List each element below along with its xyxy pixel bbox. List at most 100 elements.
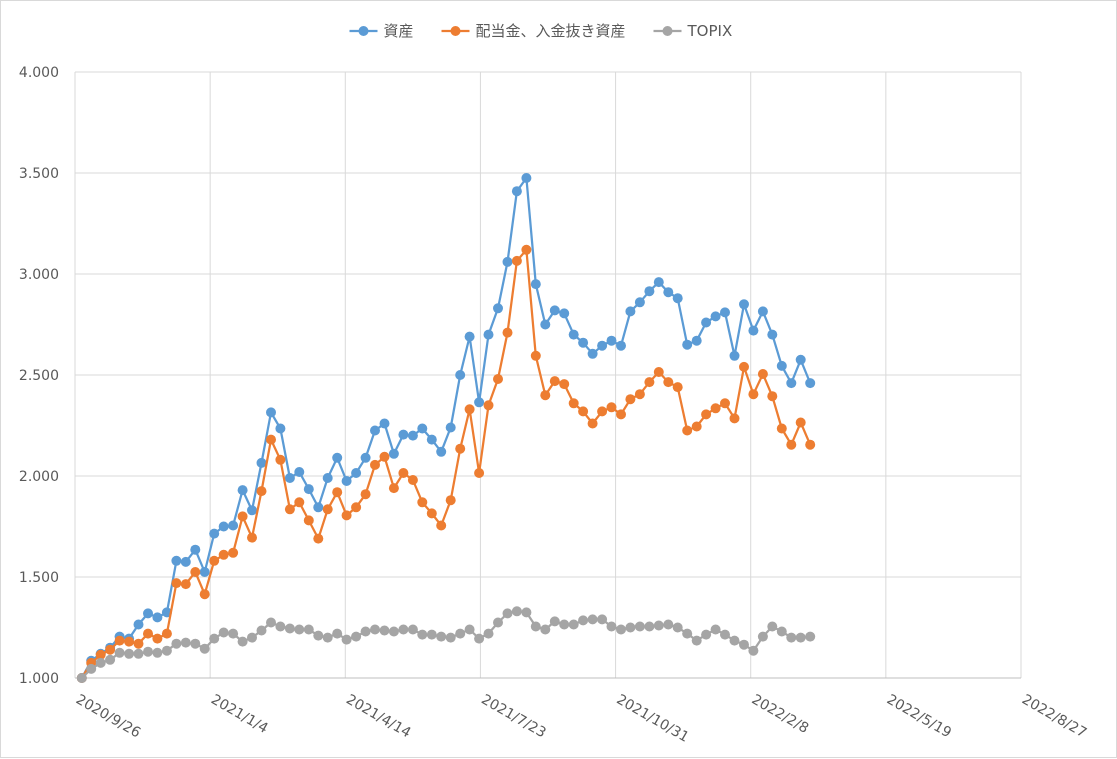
data-point (568, 329, 579, 340)
data-point (218, 549, 229, 560)
data-point (805, 378, 816, 389)
data-point (682, 425, 693, 436)
data-point (152, 647, 163, 658)
x-tick-label: 2021/7/23 (478, 692, 548, 742)
data-point (436, 631, 447, 642)
data-point (398, 624, 409, 635)
data-point (464, 331, 475, 342)
data-point (266, 617, 276, 628)
data-point (341, 634, 352, 645)
data-point (294, 467, 305, 477)
data-point (568, 398, 579, 409)
data-point (124, 636, 135, 647)
data-point (606, 621, 617, 632)
data-point (398, 429, 409, 440)
data-point (417, 629, 428, 640)
data-point (474, 397, 485, 408)
data-point (663, 287, 674, 298)
data-point (237, 485, 248, 496)
data-point (521, 244, 532, 255)
data-point (417, 497, 428, 508)
data-point (143, 646, 153, 657)
data-point (521, 173, 532, 183)
data-point (493, 303, 503, 314)
data-point (379, 625, 390, 636)
data-point (776, 423, 787, 434)
data-point (436, 520, 447, 531)
data-point (303, 484, 314, 495)
data-point (143, 628, 153, 639)
data-point (757, 631, 768, 642)
data-point (341, 476, 352, 486)
data-point (739, 639, 749, 650)
data-point (426, 508, 437, 519)
y-tick-label: 2.000 (19, 469, 59, 485)
series-資産 (76, 173, 816, 683)
series-TOPIX (76, 606, 816, 683)
data-point (729, 635, 740, 646)
y-tick-label: 1.000 (19, 671, 59, 687)
data-point (748, 389, 759, 400)
data-point (161, 628, 172, 639)
data-point (691, 635, 702, 646)
legend-marker (358, 26, 369, 36)
data-point (294, 624, 305, 635)
data-point (398, 468, 409, 478)
x-tick-label: 2021/10/31 (614, 692, 692, 746)
data-point (313, 533, 324, 544)
data-point (199, 643, 210, 654)
data-point (549, 305, 560, 316)
data-point (436, 446, 447, 457)
data-point (379, 418, 390, 429)
data-point (720, 307, 730, 318)
y-tick-label: 2.500 (19, 368, 59, 384)
data-point (530, 279, 541, 290)
data-point (597, 614, 608, 625)
legend-marker (450, 26, 461, 36)
data-point (351, 631, 362, 642)
data-point (701, 629, 712, 640)
data-point (795, 354, 806, 365)
data-point (739, 361, 749, 372)
data-point (776, 626, 787, 637)
data-point (464, 404, 475, 415)
data-point (180, 556, 191, 567)
data-point (237, 636, 248, 647)
data-point (445, 422, 456, 433)
data-point (587, 614, 598, 625)
data-point (171, 638, 182, 649)
data-point (228, 520, 239, 531)
data-point (568, 619, 579, 630)
data-point (199, 589, 210, 600)
data-point (795, 417, 806, 428)
data-point (597, 406, 608, 417)
data-point (644, 286, 655, 297)
data-point (805, 631, 816, 642)
data-point (228, 628, 239, 639)
data-point (114, 635, 125, 646)
legend-item: 配当金、入金抜き資産 (441, 22, 626, 40)
data-point (190, 544, 201, 555)
data-point (407, 624, 418, 635)
data-point (152, 612, 163, 623)
data-point (388, 448, 399, 459)
data-point (133, 638, 144, 649)
data-point (275, 423, 286, 434)
data-point (682, 339, 693, 350)
data-point (625, 306, 636, 317)
data-point (483, 329, 494, 340)
data-point (729, 413, 740, 424)
data-point (663, 619, 674, 630)
data-point (247, 532, 257, 543)
x-tick-label: 2022/5/19 (884, 692, 954, 742)
data-point (540, 390, 551, 401)
data-point (474, 633, 485, 644)
data-point (625, 394, 636, 405)
y-tick-label: 3.500 (19, 166, 59, 182)
data-point (407, 475, 418, 485)
data-point (748, 645, 759, 656)
data-point (720, 398, 730, 409)
x-tick-label: 2020/9/26 (73, 692, 143, 742)
data-point (644, 621, 655, 632)
data-point (616, 340, 626, 351)
